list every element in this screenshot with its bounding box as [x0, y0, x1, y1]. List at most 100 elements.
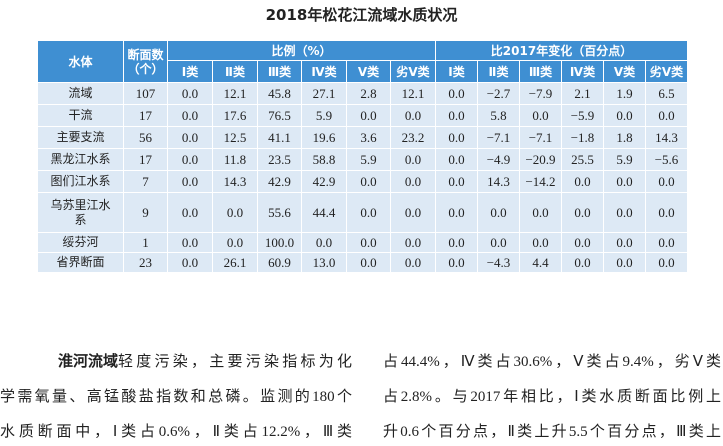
table-cell: 0.0 [561, 192, 604, 233]
table-row: 流域 107 0.0 12.1 45.8 27.1 2.8 12.1 0.0 −2.7 −7.9 2.… [37, 82, 688, 105]
table-cell: 55.6 [257, 192, 302, 233]
table-cell: 0.0 [346, 192, 391, 233]
table-cell: 1.9 [603, 82, 646, 105]
table-cell: 0.0 [435, 126, 478, 149]
table-cell: 17.6 [212, 104, 258, 127]
table-cell: 26.1 [212, 252, 258, 273]
table-cell: 23.5 [257, 148, 302, 171]
table-cell: 0.0 [390, 192, 436, 233]
table-cell: 4.4 [519, 252, 562, 273]
table-cell: 0.0 [167, 252, 213, 273]
table-row: 黑龙江水系 17 0.0 11.8 23.5 58.8 5.9 0.0 0.0 −4.9 −20.9… [37, 148, 688, 171]
table-cell: 流域 [37, 82, 124, 105]
table-cell: 0.0 [645, 232, 688, 253]
table-cell: 0.0 [435, 148, 478, 171]
table-cell: 7 [123, 170, 168, 193]
table-cell: 5.9 [301, 104, 347, 127]
table-cell: 27.1 [301, 82, 347, 105]
table-cell: 0.0 [561, 232, 604, 253]
table-cell: −7.1 [519, 126, 562, 149]
table-cell: 0.0 [603, 104, 646, 127]
table-cell: 13.0 [301, 252, 347, 273]
header-cell: 比例（%） [167, 40, 436, 61]
table-cell: 12.1 [212, 82, 258, 105]
table-cell: 0.0 [390, 104, 436, 127]
table-cell: 0.0 [167, 232, 213, 253]
table-cell: 0.0 [519, 192, 562, 233]
table-cell: 0.0 [390, 252, 436, 273]
header-cell: Ⅲ类 [519, 60, 562, 83]
table-cell: 23 [123, 252, 168, 273]
table-cell: −1.8 [561, 126, 604, 149]
table-cell: −14.2 [519, 170, 562, 193]
table-cell: 0.0 [212, 232, 258, 253]
table-cell: 3.6 [346, 126, 391, 149]
table-cell: 0.0 [603, 232, 646, 253]
table-cell: 0.0 [435, 82, 478, 105]
header-cell: 劣Ⅴ类 [390, 60, 436, 83]
table-cell: 省界断面 [37, 252, 124, 273]
table-cell: 0.0 [435, 104, 478, 127]
header-cell: Ⅴ类 [346, 60, 391, 83]
table-cell: 主要支流 [37, 126, 124, 149]
table-cell: 0.0 [603, 192, 646, 233]
header-text: 断面数 [127, 47, 164, 62]
table-cell: −4.3 [477, 252, 520, 273]
table-row: 主要支流 56 0.0 12.5 41.1 19.6 3.6 23.2 0.0 −7.1 −7.1−… [37, 126, 688, 149]
table-cell: 5.9 [346, 148, 391, 171]
table-cell: 100.0 [257, 232, 302, 253]
table-cell: 5.8 [477, 104, 520, 127]
table-cell: 25.5 [561, 148, 604, 171]
table-row: 省界断面 23 0.0 26.1 60.9 13.0 0.0 0.0 0.0 −4.3 4.4 0.0… [37, 252, 688, 273]
table-cell: −4.9 [477, 148, 520, 171]
table-cell: 0.0 [645, 104, 688, 127]
header-cell: Ⅳ类 [561, 60, 604, 83]
table-cell: 0.0 [435, 252, 478, 273]
table-cell: −5.6 [645, 148, 688, 171]
table-cell: 11.8 [212, 148, 258, 171]
table-cell: 0.0 [167, 192, 213, 233]
table-cell: 0.0 [301, 232, 347, 253]
table-cell: 0.0 [477, 192, 520, 233]
table-cell: 17 [123, 148, 168, 171]
table-cell: −7.9 [519, 82, 562, 105]
text-line: 占44.4%，Ⅳ类占30.6%，Ⅴ类占9.4%，劣Ⅴ类 [383, 354, 721, 370]
table-cell: 0.0 [561, 252, 604, 273]
text-line: 轻度污染，主要污染指标为化 [118, 354, 352, 370]
table-cell: 0.0 [435, 192, 478, 233]
table-cell: 0.0 [346, 104, 391, 127]
table-cell: 绥芬河 [37, 232, 124, 253]
table-cell: 0.0 [603, 252, 646, 273]
table-cell: 0.0 [435, 232, 478, 253]
table-cell: 0.0 [603, 170, 646, 193]
table-cell: 0.0 [645, 170, 688, 193]
table-cell: 14.3 [212, 170, 258, 193]
text-line: 水质断面中，Ⅰ类占0.6%，Ⅱ类占12.2%，Ⅲ类 [0, 424, 352, 440]
header-cell: 断面数 （个） [123, 40, 168, 83]
table-cell: 0.0 [390, 232, 436, 253]
table-cell: 0.0 [167, 82, 213, 105]
table-cell: 42.9 [301, 170, 347, 193]
table-cell: 12.1 [390, 82, 436, 105]
table-cell: 1.8 [603, 126, 646, 149]
header-text: （个） [127, 61, 164, 76]
table-cell: 0.0 [212, 192, 258, 233]
table-cell: 0.0 [167, 148, 213, 171]
table-cell: 60.9 [257, 252, 302, 273]
header-cell: 水体 [37, 40, 124, 83]
table-cell: 0.0 [435, 170, 478, 193]
table-cell: 12.5 [212, 126, 258, 149]
table-cell: 5.9 [603, 148, 646, 171]
table-cell: 9 [123, 192, 168, 233]
table-row: 干流 17 0.0 17.6 76.5 5.9 0.0 0.0 0.0 5.8 0.0 −5.9 0.0… [37, 104, 688, 127]
table-cell: 图们江水系 [37, 170, 124, 193]
table-cell: 58.8 [301, 148, 347, 171]
table-cell: −2.7 [477, 82, 520, 105]
table-cell: 0.0 [519, 104, 562, 127]
table-cell: 42.9 [257, 170, 302, 193]
table-cell: 56 [123, 126, 168, 149]
table-cell: 23.2 [390, 126, 436, 149]
table-cell: 6.5 [645, 82, 688, 105]
table-cell: 1 [123, 232, 168, 253]
table-cell: 0.0 [519, 232, 562, 253]
